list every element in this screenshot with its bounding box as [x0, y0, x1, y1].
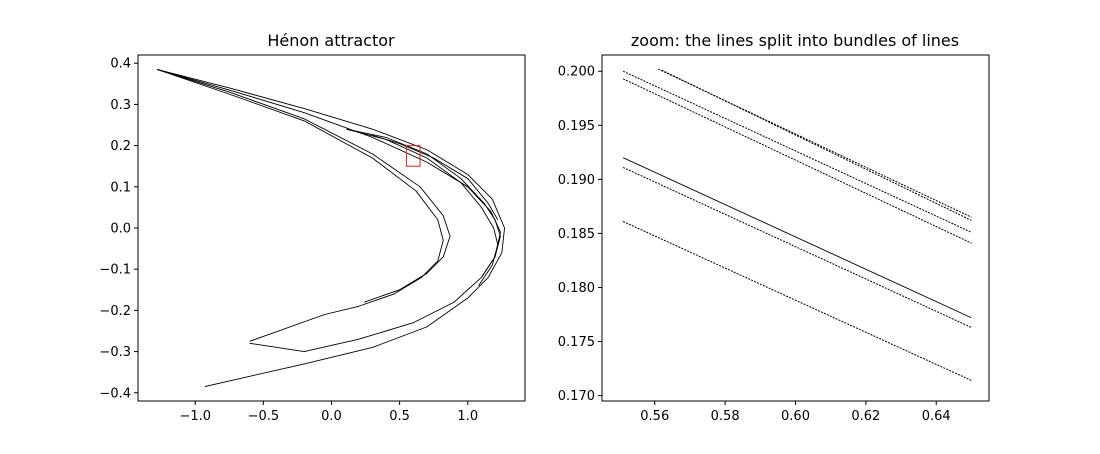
henon-y-tick-label: −0.1 [99, 263, 131, 278]
zoom-y-ticks: 0.200 0.195 0.190 0.185 0.180 0.175 0.170 [558, 65, 602, 404]
zoom-series-4-line [622, 157, 972, 319]
henon-x-ticks: −1.0 −0.5 0.0 0.5 1.0 [179, 401, 478, 424]
zoom-series-1-line [661, 69, 972, 221]
zoom-x-tick-label: 0.58 [711, 409, 740, 424]
zoom-y-tick-label: 0.190 [558, 173, 595, 188]
henon-y-tick-label: 0.2 [110, 139, 131, 154]
zoom-x-tick-label: 0.64 [922, 409, 951, 424]
zoom-region-rect [405, 145, 421, 167]
zoom-title: zoom: the lines split into bundles of li… [631, 31, 959, 50]
henon-attractor-panel: Hénon attractor −1.0 −0.5 0.0 0.5 1.0 0.4 0.3… [99, 31, 526, 424]
zoom-y-tick-label: 0.195 [558, 119, 595, 134]
zoom-x-tick-label: 0.56 [640, 409, 669, 424]
henon-x-tick-label: 1.0 [457, 409, 478, 424]
henon-series-2-line [156, 68, 451, 303]
zoom-panel: zoom: the lines split into bundles of li… [558, 31, 990, 424]
henon-series-0-line [156, 68, 506, 388]
henon-x-tick-label: 0.5 [389, 409, 410, 424]
zoom-y-tick-label: 0.170 [558, 389, 595, 404]
henon-y-tick-label: −0.4 [99, 386, 131, 401]
zoom-region-rect-group [405, 145, 421, 167]
zoom-y-tick-label: 0.200 [558, 65, 595, 80]
zoom-y-tick-label: 0.180 [558, 281, 595, 296]
henon-y-tick-label: −0.3 [99, 345, 131, 360]
henon-attractor-curves [156, 68, 506, 388]
henon-y-tick-label: −0.2 [99, 304, 131, 319]
henon-y-tick-label: 0.0 [110, 222, 131, 237]
henon-series-3-line [156, 68, 444, 342]
zoom-curves [622, 68, 972, 381]
zoom-x-tick-label: 0.60 [781, 409, 810, 424]
zoom-series-5-line [622, 166, 972, 328]
henon-attractor-axes [137, 54, 526, 402]
henon-series-6-line [372, 134, 499, 220]
henon-series-4-line [346, 128, 501, 278]
henon-series-5-line [346, 128, 499, 286]
zoom-axes [601, 54, 990, 402]
henon-y-tick-label: 0.1 [110, 180, 131, 195]
henon-x-tick-label: −1.0 [179, 409, 211, 424]
zoom-series-3-line [622, 78, 972, 244]
henon-x-tick-label: 0.0 [321, 409, 342, 424]
zoom-y-tick-label: 0.175 [558, 335, 595, 350]
henon-x-tick-label: −0.5 [248, 409, 280, 424]
henon-attractor-title: Hénon attractor [267, 31, 395, 50]
zoom-x-tick-label: 0.62 [851, 409, 880, 424]
zoom-series-6-line [622, 221, 972, 381]
henon-series-1-line [156, 68, 501, 353]
henon-y-ticks: 0.4 0.3 0.2 0.1 0.0 −0.1 −0.2 −0.3 −0.4 [99, 57, 138, 401]
zoom-series-0-line [658, 68, 972, 218]
henon-y-tick-label: 0.3 [110, 98, 131, 113]
henon-y-tick-label: 0.4 [110, 57, 131, 72]
zoom-x-ticks: 0.56 0.58 0.60 0.62 0.64 [640, 401, 951, 424]
zoom-series-2-line [622, 70, 972, 233]
zoom-y-tick-label: 0.185 [558, 227, 595, 242]
